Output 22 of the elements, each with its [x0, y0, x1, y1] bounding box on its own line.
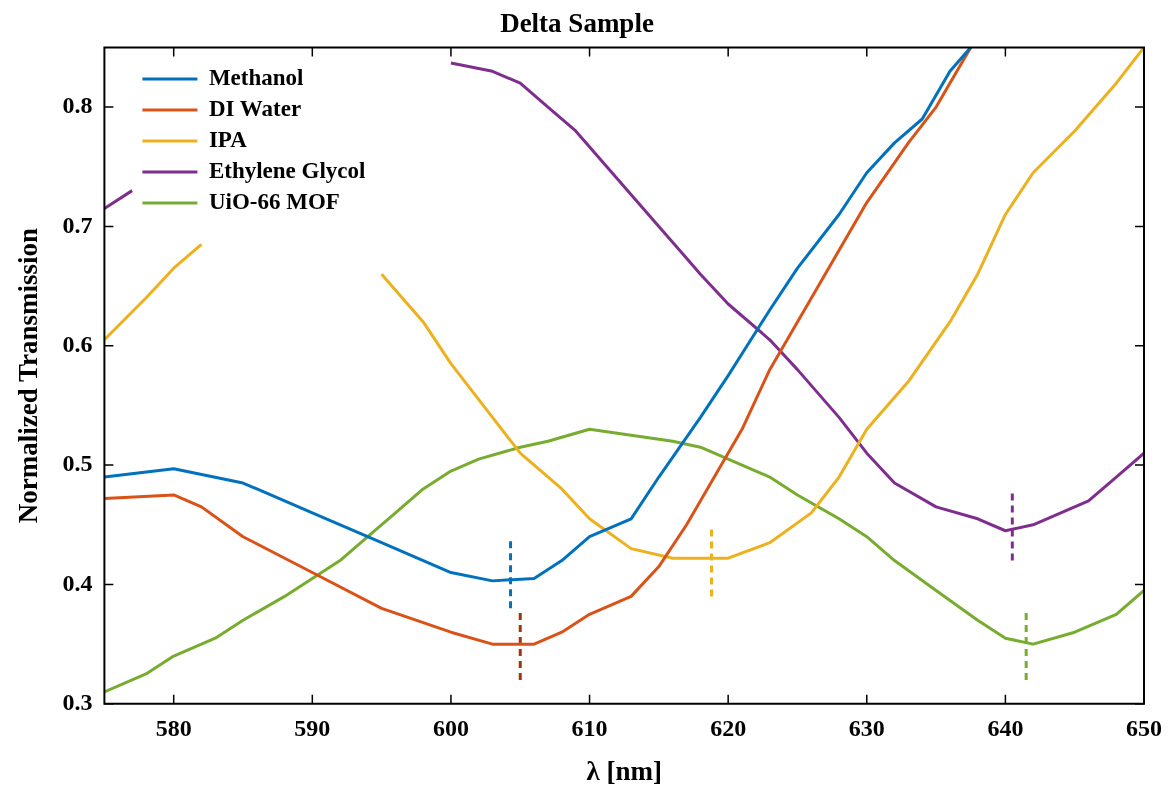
- legend-label: IPA: [208, 126, 248, 152]
- x-tick-label: 630: [848, 715, 885, 742]
- x-tick-label: 640: [987, 715, 1024, 742]
- x-tick-label: 610: [571, 715, 608, 742]
- chart-title: Delta Sample: [500, 8, 654, 39]
- y-tick-label: 0.3: [62, 689, 93, 715]
- legend-label: Methanol: [208, 64, 304, 90]
- legend-label: Ethylene Glycol: [208, 157, 366, 183]
- y-tick-label: 0.5: [62, 450, 93, 477]
- x-tick-label: 620: [710, 715, 747, 742]
- x-axis-title: λ [nm]: [586, 755, 662, 786]
- legend-label: UiO-66 MOF: [208, 188, 340, 214]
- y-tick-label: 0.6: [62, 330, 93, 357]
- y-tick-label: 0.4: [62, 569, 93, 596]
- y-axis-title: Normalized Transmission: [13, 227, 44, 524]
- y-tick-label: 0.7: [62, 211, 93, 238]
- x-tick-label: 580: [155, 715, 192, 742]
- y-tick-label: 0.8: [62, 92, 93, 119]
- x-tick-label: 650: [1126, 715, 1162, 742]
- x-tick-label: 590: [294, 715, 331, 742]
- x-tick-label: 600: [432, 715, 469, 742]
- legend-label: DI Water: [208, 95, 302, 121]
